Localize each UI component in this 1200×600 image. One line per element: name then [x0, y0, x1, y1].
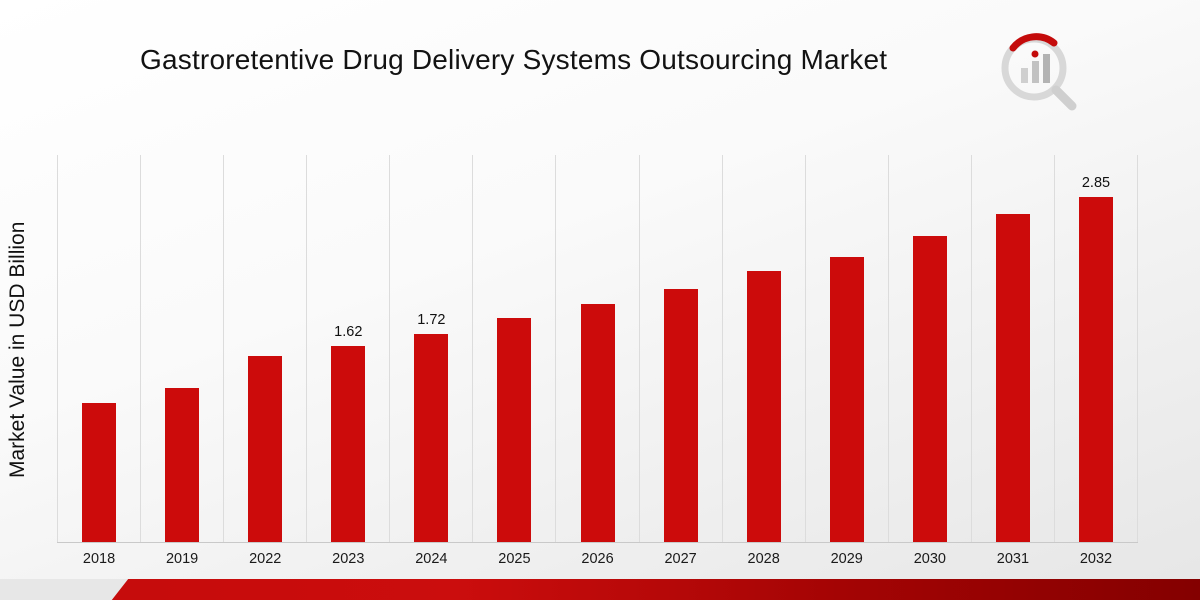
bar-2026 — [580, 303, 615, 542]
bar-2029 — [829, 256, 864, 542]
x-tick-label-2018: 2018 — [82, 551, 116, 567]
bar-column-2023: 1.62 2023 — [306, 155, 389, 567]
chart-title: Gastroretentive Drug Delivery Systems Ou… — [140, 44, 888, 75]
logo-bar-large — [1043, 54, 1050, 83]
logo-magnifier-handle — [1051, 85, 1077, 111]
x-tick-label-2025: 2025 — [498, 551, 531, 567]
x-tick-label-2027: 2027 — [664, 551, 697, 567]
bar-value-label-2024: 1.72 — [417, 312, 446, 328]
bar-column-2024: 1.72 2024 — [389, 155, 472, 567]
bar-value-label-2032: 2.85 — [1081, 175, 1111, 192]
x-tick-label-2029: 2029 — [830, 551, 863, 567]
bar-column-2028: 2028 — [721, 155, 805, 567]
bar-column-2018: 2018 — [57, 155, 140, 567]
bar-column-2019: 2019 — [140, 155, 223, 567]
bar-column-2031: 2031 — [970, 155, 1054, 567]
bar-column-2029: 2029 — [804, 155, 888, 567]
bar-column-2027: 2027 — [638, 155, 722, 567]
x-tick-label-2028: 2028 — [747, 551, 780, 567]
y-axis-label: Market Value in USD Billion — [6, 221, 29, 479]
bar-column-2026: 2026 — [555, 155, 638, 567]
bar-2030 — [912, 236, 947, 542]
bar-2025 — [497, 318, 532, 542]
bar-2028 — [746, 271, 781, 542]
bar-column-2032: 2.85 2032 — [1053, 155, 1139, 567]
x-tick-label-2030: 2030 — [913, 551, 946, 567]
logo-bar-small — [1021, 68, 1028, 83]
logo-bar-medium — [1032, 61, 1039, 83]
bar-2019 — [165, 388, 200, 542]
bar-2031 — [995, 214, 1030, 542]
bar-column-2025: 2025 — [472, 155, 555, 567]
x-tick-label-2024: 2024 — [415, 551, 448, 567]
footer-band — [0, 579, 1200, 600]
bar-2022 — [248, 355, 283, 542]
bar-2027 — [663, 289, 698, 542]
x-tick-label-2031: 2031 — [996, 551, 1030, 567]
bar-2018 — [82, 402, 117, 542]
bar-column-2030: 2030 — [887, 155, 971, 567]
bar-2032 — [1078, 197, 1113, 542]
x-tick-label-2023: 2023 — [332, 551, 365, 567]
x-tick-label-2022: 2022 — [249, 551, 282, 567]
plot-area: 2018 2019 2022 1.62 2023 1.72 2024 2025 2026 2027… — [57, 155, 1139, 567]
bar-2024 — [414, 334, 449, 542]
x-tick-label-2026: 2026 — [581, 551, 614, 567]
logo-dot — [1031, 50, 1039, 58]
bar-2023 — [331, 346, 366, 542]
bar-value-label-2023: 1.62 — [334, 324, 363, 341]
x-tick-label-2019: 2019 — [165, 551, 199, 567]
bar-chart-magnifier-logo — [1001, 33, 1077, 111]
bar-column-2022: 2022 — [223, 155, 306, 567]
x-tick-label-2032: 2032 — [1079, 551, 1113, 567]
